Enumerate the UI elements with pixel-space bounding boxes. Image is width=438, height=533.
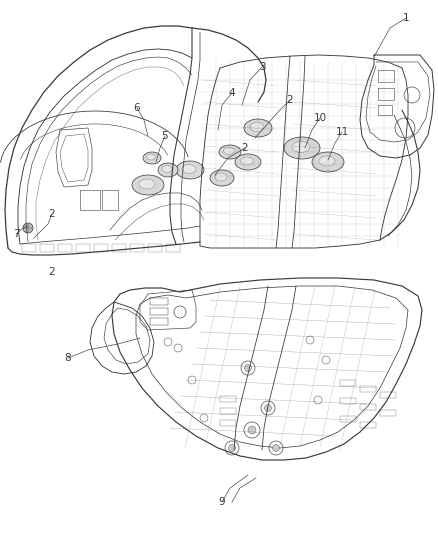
Text: 4: 4 <box>229 88 235 98</box>
Text: 2: 2 <box>287 95 293 105</box>
Ellipse shape <box>210 170 234 186</box>
Text: 11: 11 <box>336 127 349 137</box>
Ellipse shape <box>132 175 164 195</box>
Ellipse shape <box>182 165 196 174</box>
Text: 2: 2 <box>49 209 55 219</box>
Ellipse shape <box>176 161 204 179</box>
Text: 6: 6 <box>134 103 140 113</box>
Circle shape <box>248 426 256 434</box>
Text: 10: 10 <box>314 113 327 123</box>
Ellipse shape <box>158 163 178 177</box>
Text: 2: 2 <box>49 267 55 277</box>
Ellipse shape <box>319 156 335 166</box>
Ellipse shape <box>146 154 155 160</box>
Ellipse shape <box>250 123 264 132</box>
Text: 8: 8 <box>65 353 71 363</box>
Circle shape <box>244 365 251 372</box>
Ellipse shape <box>312 152 344 172</box>
Ellipse shape <box>143 152 161 164</box>
Ellipse shape <box>284 137 320 159</box>
Text: 5: 5 <box>162 131 168 141</box>
Ellipse shape <box>219 145 241 159</box>
Circle shape <box>265 405 272 411</box>
Circle shape <box>272 445 279 451</box>
Circle shape <box>23 223 33 233</box>
Ellipse shape <box>223 148 234 155</box>
Text: 3: 3 <box>259 62 265 72</box>
Text: 9: 9 <box>219 497 225 507</box>
Text: 7: 7 <box>13 229 19 239</box>
Ellipse shape <box>162 166 172 173</box>
Ellipse shape <box>244 119 272 137</box>
Text: 2: 2 <box>242 143 248 153</box>
Ellipse shape <box>215 173 227 181</box>
Text: 1: 1 <box>403 13 410 23</box>
Ellipse shape <box>240 157 254 165</box>
Circle shape <box>229 445 236 451</box>
Ellipse shape <box>235 154 261 170</box>
Ellipse shape <box>292 141 310 152</box>
Ellipse shape <box>139 179 155 189</box>
